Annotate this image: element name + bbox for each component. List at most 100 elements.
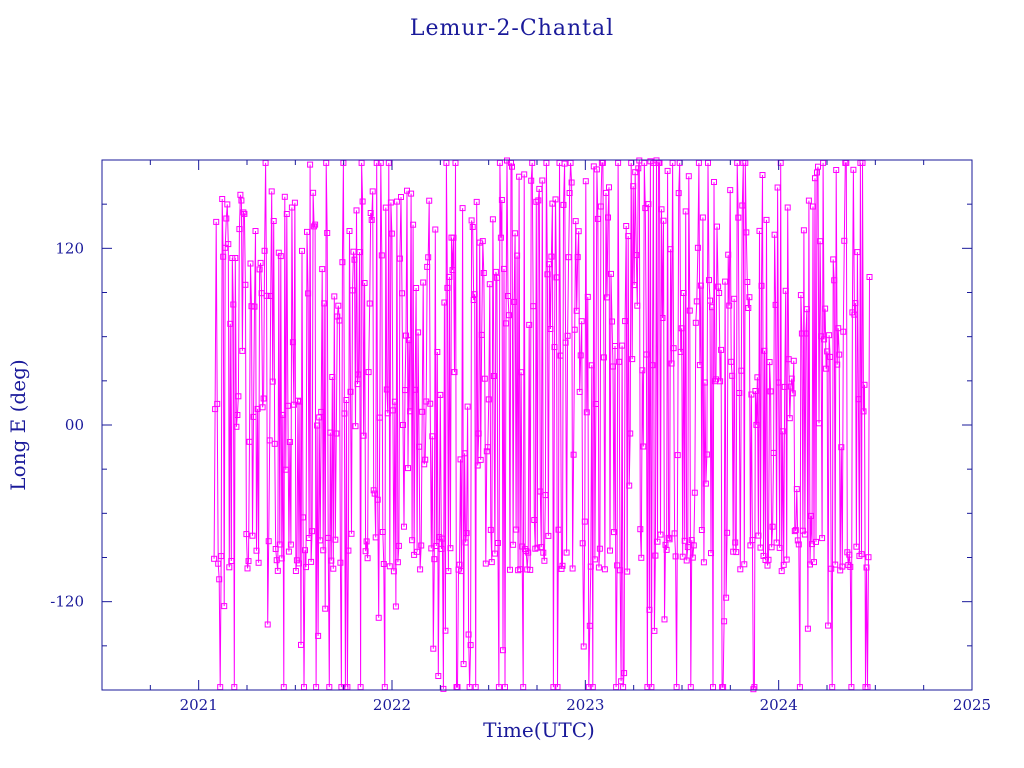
data-point-marker xyxy=(691,489,698,496)
data-point-marker xyxy=(497,234,504,241)
data-point-marker xyxy=(436,534,443,541)
data-point-marker xyxy=(271,440,278,447)
data-point-marker xyxy=(661,616,668,623)
data-point-marker xyxy=(330,565,337,572)
data-point-marker xyxy=(312,221,319,228)
y-tick-label: 00 xyxy=(65,416,84,434)
data-point-marker xyxy=(510,541,517,548)
data-point-marker xyxy=(566,190,573,196)
data-point-marker xyxy=(803,306,810,313)
data-point-marker xyxy=(756,227,763,234)
data-point-marker xyxy=(320,547,327,554)
data-point-marker xyxy=(474,462,481,469)
data-point-marker xyxy=(714,223,720,230)
data-point-marker xyxy=(664,167,671,174)
x-tick-label: 2025 xyxy=(953,696,991,714)
data-point-marker xyxy=(309,528,316,535)
data-point-marker xyxy=(461,450,468,457)
data-point-marker xyxy=(700,559,707,566)
data-point-marker xyxy=(741,561,748,568)
data-point-marker xyxy=(568,179,575,186)
data-point-marker xyxy=(722,278,729,285)
data-point-marker xyxy=(417,566,424,573)
data-point-marker xyxy=(672,553,679,560)
data-point-marker xyxy=(537,488,544,495)
data-point-marker xyxy=(677,348,684,355)
data-point-marker xyxy=(658,206,665,213)
data-point-marker xyxy=(383,386,390,393)
data-point-marker xyxy=(595,564,602,571)
data-point-marker xyxy=(336,317,343,324)
data-point-marker xyxy=(498,197,505,203)
data-point-marker xyxy=(442,627,449,634)
data-point-marker xyxy=(851,311,858,318)
data-point-marker xyxy=(462,539,469,546)
data-point-marker xyxy=(382,204,389,211)
data-point-marker xyxy=(250,413,257,420)
data-point-marker xyxy=(300,514,306,521)
data-point-marker xyxy=(840,328,847,335)
data-point-marker xyxy=(601,566,608,573)
data-point-marker xyxy=(380,561,387,567)
data-point-marker xyxy=(507,566,513,573)
data-point-marker xyxy=(225,241,232,248)
data-point-marker xyxy=(306,535,313,541)
data-point-marker xyxy=(621,670,628,677)
data-point-marker xyxy=(729,372,736,379)
data-point-marker xyxy=(558,565,565,572)
data-point-marker xyxy=(733,549,740,556)
data-point-marker xyxy=(274,567,281,574)
data-point-marker xyxy=(482,560,489,567)
data-point-marker xyxy=(633,252,640,259)
data-point-marker xyxy=(782,287,789,294)
data-point-marker xyxy=(459,205,466,212)
data-point-marker xyxy=(624,568,631,575)
data-point-marker xyxy=(256,266,263,273)
data-point-marker xyxy=(215,560,222,567)
data-point-marker xyxy=(619,342,626,349)
data-point-marker xyxy=(322,605,329,612)
data-point-marker xyxy=(694,244,701,251)
data-point-marker xyxy=(315,632,322,639)
data-point-marker xyxy=(725,251,732,258)
data-point-marker xyxy=(434,349,441,355)
data-point-marker xyxy=(744,279,751,285)
data-point-marker xyxy=(609,318,615,325)
data-point-marker xyxy=(584,293,591,300)
data-point-marker xyxy=(263,292,270,299)
data-point-marker xyxy=(378,252,385,259)
data-point-marker xyxy=(696,362,703,369)
data-point-marker xyxy=(607,547,613,554)
data-point-marker xyxy=(223,215,230,222)
data-point-marker xyxy=(350,248,357,255)
data-point-marker xyxy=(213,218,220,225)
data-point-marker xyxy=(560,201,567,208)
data-point-marker xyxy=(488,559,495,566)
data-point-marker xyxy=(517,566,524,573)
data-point-marker xyxy=(866,274,873,280)
data-point-marker xyxy=(226,564,233,571)
data-point-marker xyxy=(260,395,267,402)
data-point-marker xyxy=(379,529,386,535)
data-point-marker xyxy=(671,530,678,537)
data-point-marker xyxy=(422,456,429,463)
data-point-marker xyxy=(235,393,242,400)
data-point-marker xyxy=(367,210,374,216)
data-point-marker xyxy=(509,163,515,170)
data-point-marker xyxy=(218,553,225,560)
data-point-marker xyxy=(470,297,477,303)
data-point-marker xyxy=(214,400,221,407)
data-point-marker xyxy=(846,551,853,558)
data-point-marker xyxy=(611,529,617,536)
data-point-marker xyxy=(285,548,292,555)
data-point-marker xyxy=(483,448,490,455)
data-point-marker xyxy=(291,199,298,206)
data-point-marker xyxy=(475,430,482,437)
data-point-marker xyxy=(361,280,368,286)
data-point-marker xyxy=(491,550,498,557)
data-point-marker xyxy=(716,290,723,296)
data-point-marker xyxy=(802,330,809,337)
data-point-marker xyxy=(746,294,753,301)
data-point-marker xyxy=(727,187,734,194)
data-point-marker xyxy=(287,541,294,548)
